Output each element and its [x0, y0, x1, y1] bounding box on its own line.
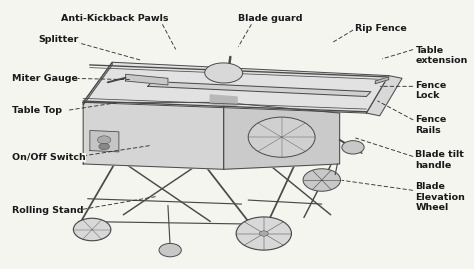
Text: Rolling Stand: Rolling Stand	[12, 206, 83, 215]
Text: Table Top: Table Top	[12, 106, 62, 115]
Text: Miter Gauge: Miter Gauge	[12, 74, 78, 83]
Circle shape	[98, 136, 111, 144]
Circle shape	[73, 218, 111, 241]
Text: Fence
Lock: Fence Lock	[415, 81, 447, 100]
Text: Table
extension: Table extension	[415, 46, 468, 65]
Circle shape	[248, 117, 315, 157]
Ellipse shape	[205, 63, 243, 83]
Polygon shape	[148, 82, 371, 97]
Text: On/Off Switch: On/Off Switch	[12, 153, 86, 162]
Polygon shape	[224, 102, 339, 169]
Text: Anti-Kickback Pawls: Anti-Kickback Pawls	[61, 14, 168, 23]
Polygon shape	[83, 62, 389, 113]
Polygon shape	[126, 74, 168, 85]
Polygon shape	[366, 76, 402, 116]
Circle shape	[236, 217, 292, 250]
Text: Splitter: Splitter	[38, 35, 79, 44]
Polygon shape	[210, 95, 237, 107]
Text: Rip Fence: Rip Fence	[355, 24, 407, 33]
Circle shape	[159, 243, 181, 257]
Polygon shape	[375, 77, 389, 84]
Polygon shape	[90, 130, 119, 152]
Text: Blade tilt
handle: Blade tilt handle	[415, 150, 465, 170]
Circle shape	[259, 231, 268, 236]
Circle shape	[303, 169, 340, 191]
Text: Blade guard: Blade guard	[238, 14, 303, 23]
Polygon shape	[83, 62, 112, 105]
Polygon shape	[83, 102, 224, 169]
Text: Blade
Elevation
Wheel: Blade Elevation Wheel	[415, 182, 465, 212]
Circle shape	[342, 141, 364, 154]
Text: Fence
Rails: Fence Rails	[415, 115, 447, 135]
Circle shape	[99, 143, 109, 150]
